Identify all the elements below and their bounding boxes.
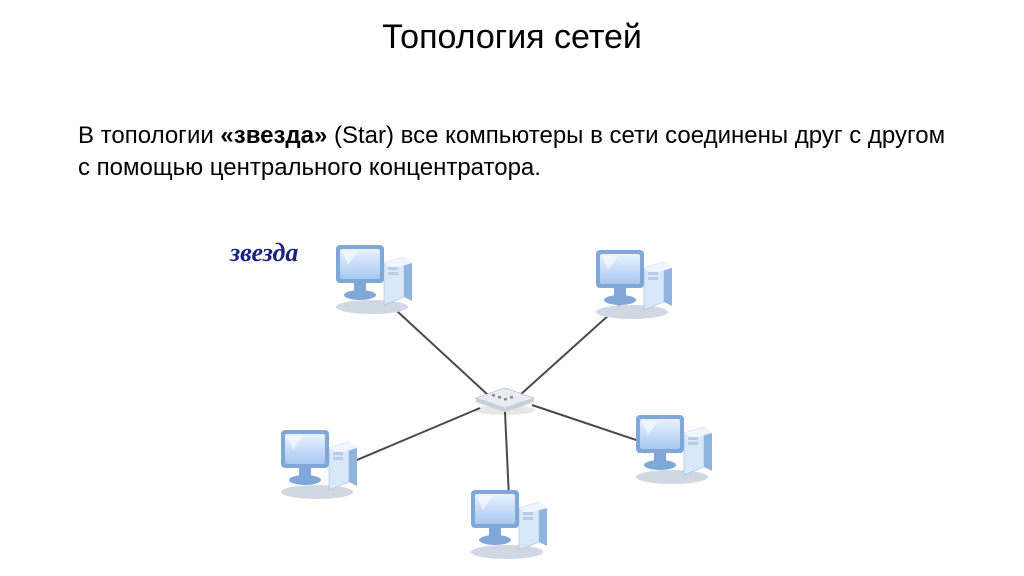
slide-title: Топология сетей <box>0 18 1024 57</box>
computer-icon <box>465 480 555 560</box>
star-topology-diagram: звезда <box>220 230 740 560</box>
hub-icon <box>470 380 540 416</box>
para-pre: В топологии <box>78 122 220 149</box>
para-bold: «звезда» <box>220 122 327 149</box>
body-paragraph: В топологии «звезда» (Star) все компьюте… <box>78 120 948 185</box>
computer-icon <box>630 405 720 485</box>
computer-icon <box>275 420 365 500</box>
computer-icon <box>330 235 420 315</box>
computer-icon <box>590 240 680 320</box>
diagram-label: звезда <box>230 238 298 268</box>
